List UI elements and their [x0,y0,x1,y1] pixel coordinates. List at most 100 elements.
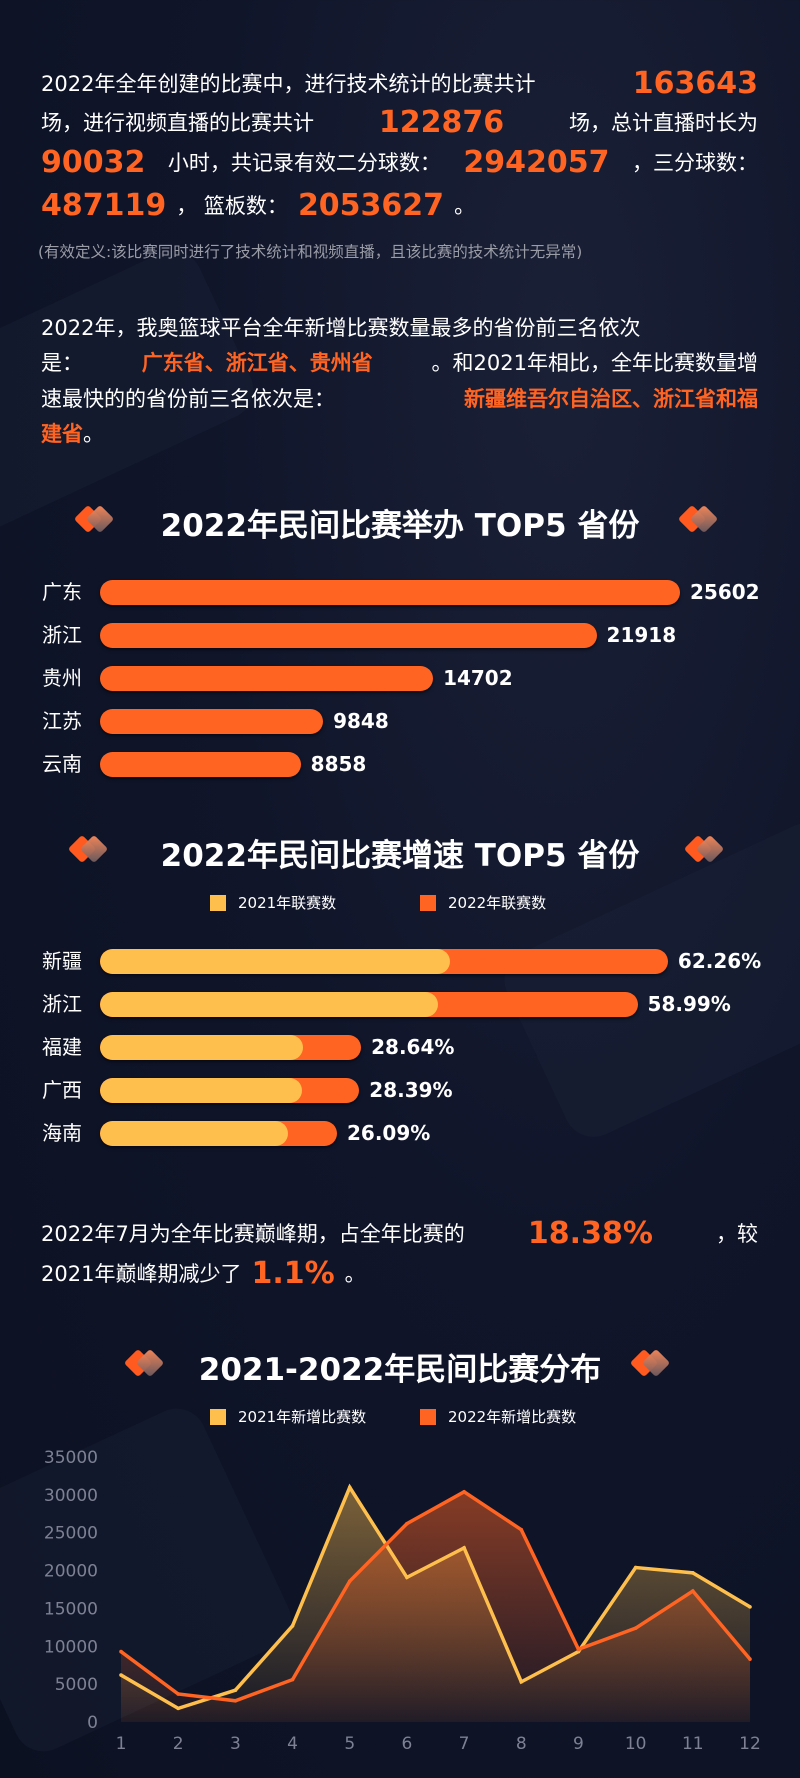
definition-note: (有效定义:该比赛同时进行了技术统计和视频直播，且该比赛的技术统计无异常) [38,243,583,261]
text-segment: 2022年，我奥篮球平台全年新增比赛数量最多的省份前三名依次 [41,316,641,340]
text-segment: 速最快的的省份前三名依次是： [41,387,335,411]
bar-value-label: 58.99% [647,992,731,1016]
legend-label: 2021年新增比赛数 [238,1408,367,1426]
background-texture [0,1398,301,1762]
legend-label: 2022年新增比赛数 [448,1408,577,1426]
x-tick-label: 12 [739,1734,761,1754]
legend-label: 2022年联赛数 [448,894,547,912]
data-point [347,1579,352,1583]
highlight-value: 163643 [632,65,758,101]
text-line: 2022年全年创建的比赛中，进行技术统计的比赛共计 163643 [41,63,758,103]
text-segment: 2021年巅峰期减少了 [41,1262,242,1286]
text-line: 90032 小时，共记录有效二分球数： 2942057 ，三分球数： [41,142,758,182]
bar-category-label: 浙江 [42,623,82,647]
stacked-bar-2021 [100,949,450,974]
text-line: 场，进行视频直播的比赛共计 122876 场，总计直播时长为 [41,102,758,142]
data-point [576,1647,581,1652]
x-tick-label: 11 [682,1734,704,1754]
legend-item-2022: 2022年新增比赛数 [420,1406,576,1427]
bar-category-label: 广西 [42,1078,82,1102]
chart-title: 2022年民间比赛举办 TOP5 省份 [160,508,640,544]
data-point [462,1490,466,1494]
data-point [691,1571,695,1575]
bar-category-label: 新疆 [42,949,82,973]
stacked-bar-2021 [100,1078,302,1103]
bar-value-label: 9848 [333,709,389,733]
bar-value-label: 26.09% [346,1121,431,1145]
text-segment: ， 篮板数： [176,194,288,218]
text-segment: 。 [83,422,104,446]
chart-title: 2021-2022年民间比赛分布 [198,1352,602,1388]
bar-category-label: 贵州 [42,666,82,690]
data-point [748,1605,752,1609]
x-tick-label: 8 [516,1734,527,1754]
text-segment: ，三分球数： [632,151,758,175]
data-point [748,1657,752,1661]
x-tick-label: 9 [573,1734,584,1754]
text-segment: 小时，共记录有效二分球数： [167,151,441,175]
data-point [519,1680,524,1684]
text-line: 2021年巅峰期减少了 1.1% 。 [41,1253,758,1293]
legend-item-2021: 2021年联赛数 [210,892,336,913]
text-segment: 。 [344,1262,366,1286]
stacked-bar-2022 [100,1121,337,1146]
data-point [405,1575,409,1580]
bar-category-label: 广东 [42,580,82,604]
data-point [290,1677,295,1682]
diamond-icon [677,504,724,534]
stacked-bar-2021 [100,1035,303,1060]
text-segment: 场，总计直播时长为 [569,111,758,135]
data-point [633,1626,638,1630]
data-point [176,1692,180,1696]
data-point [405,1521,409,1526]
text-line: 2022年，我奥篮球平台全年新增比赛数量最多的省份前三名依次 [41,307,758,347]
data-point [576,1649,581,1654]
stacked-bar-2021 [100,992,439,1017]
data-point [347,1485,352,1490]
bar-value-label: 28.39% [369,1078,453,1102]
bar-value-label: 28.64% [371,1035,455,1059]
legend-swatch [210,1408,226,1425]
text-segment: 。 [454,194,476,218]
x-tick-label: 6 [401,1734,412,1754]
highlight-value: 18.38% [527,1215,653,1251]
text-segment: 。和2021年相比，全年比赛数量增 [431,351,758,375]
bar-category-label: 云南 [42,752,82,776]
x-tick-label: 2 [173,1734,184,1754]
highlight-value: 建省 [41,422,83,446]
legend-swatch [210,894,226,911]
text-segment: ，较 [715,1222,758,1246]
bar [100,709,324,734]
text-segment: 2022年全年创建的比赛中，进行技术统计的比赛共计 [41,72,536,96]
text-segment: 是： [41,351,83,375]
x-tick-label: 7 [459,1734,470,1754]
highlight-value: 90032 [41,144,146,180]
data-point [519,1527,524,1532]
bar [100,752,301,777]
stacked-bar-2022 [100,949,668,974]
x-tick-label: 4 [287,1734,298,1754]
bar [100,666,434,691]
text-line: 487119 ， 篮板数： 2053627 。 [41,185,758,225]
highlight-value: 487119 [41,187,167,223]
bar-category-label: 江苏 [42,709,82,733]
stacked-bar-2021 [100,1121,288,1146]
stacked-bar-2022 [100,1035,362,1060]
legend-item-2022: 2022年联赛数 [420,892,546,913]
data-point [176,1706,180,1711]
text-line: 速最快的的省份前三名依次是： 新疆维吾尔自治区、浙江省和福 [41,378,758,418]
bar-value-label: 14702 [443,666,513,690]
x-tick-label: 3 [230,1734,241,1754]
x-tick-label: 5 [344,1734,355,1754]
diamond-icon [629,1348,676,1378]
bar-value-label: 62.26% [677,949,762,973]
legend-swatch [420,894,436,911]
data-point [462,1546,466,1550]
bar-value-label: 25602 [690,580,760,604]
bar [100,623,597,648]
highlight-value: 2053627 [297,187,445,223]
highlight-value: 122876 [378,104,505,140]
legend-swatch [420,1408,436,1425]
highlight-value: 新疆维吾尔自治区、浙江省和福 [464,387,758,411]
stacked-bar-2022 [100,1078,360,1103]
